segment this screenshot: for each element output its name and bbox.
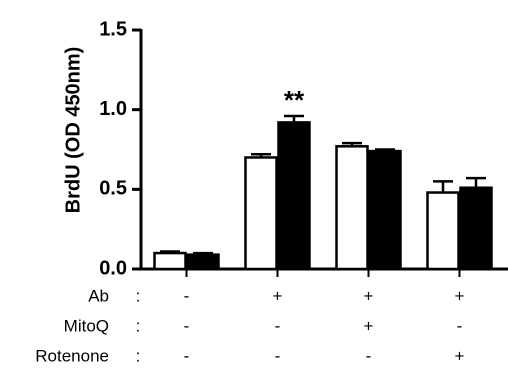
bar — [244, 156, 278, 271]
condition-value: + — [364, 316, 374, 335]
condition-value: - — [366, 346, 372, 365]
condition-value: + — [455, 346, 465, 365]
condition-value: - — [275, 316, 281, 335]
condition-value: - — [457, 316, 463, 335]
y-tick-label: 1.0 — [99, 98, 127, 120]
bar — [368, 149, 402, 271]
condition-label: MitoQ — [64, 316, 109, 335]
condition-value: + — [273, 286, 283, 305]
bar — [335, 145, 369, 271]
condition-value: + — [455, 286, 465, 305]
annotation: ** — [284, 85, 305, 115]
condition-label: Ab — [88, 286, 109, 305]
condition-value: - — [184, 286, 190, 305]
condition-value: - — [184, 316, 190, 335]
y-tick-label: 0.0 — [99, 257, 127, 279]
y-tick-label: 0.5 — [99, 178, 127, 200]
condition-label: Rotenone — [35, 346, 109, 365]
y-axis-label: BrdU (OD 450nm) — [62, 47, 84, 214]
y-tick-label: 1.5 — [99, 18, 127, 40]
condition-value: - — [184, 346, 190, 365]
condition-value: - — [275, 346, 281, 365]
bar — [186, 253, 220, 271]
bar — [277, 121, 311, 271]
bar — [459, 186, 493, 271]
condition-separator: : — [136, 316, 141, 335]
condition-separator: : — [136, 346, 141, 365]
condition-value: + — [364, 286, 374, 305]
bar — [153, 251, 187, 271]
condition-separator: : — [136, 286, 141, 305]
bar — [426, 191, 460, 271]
